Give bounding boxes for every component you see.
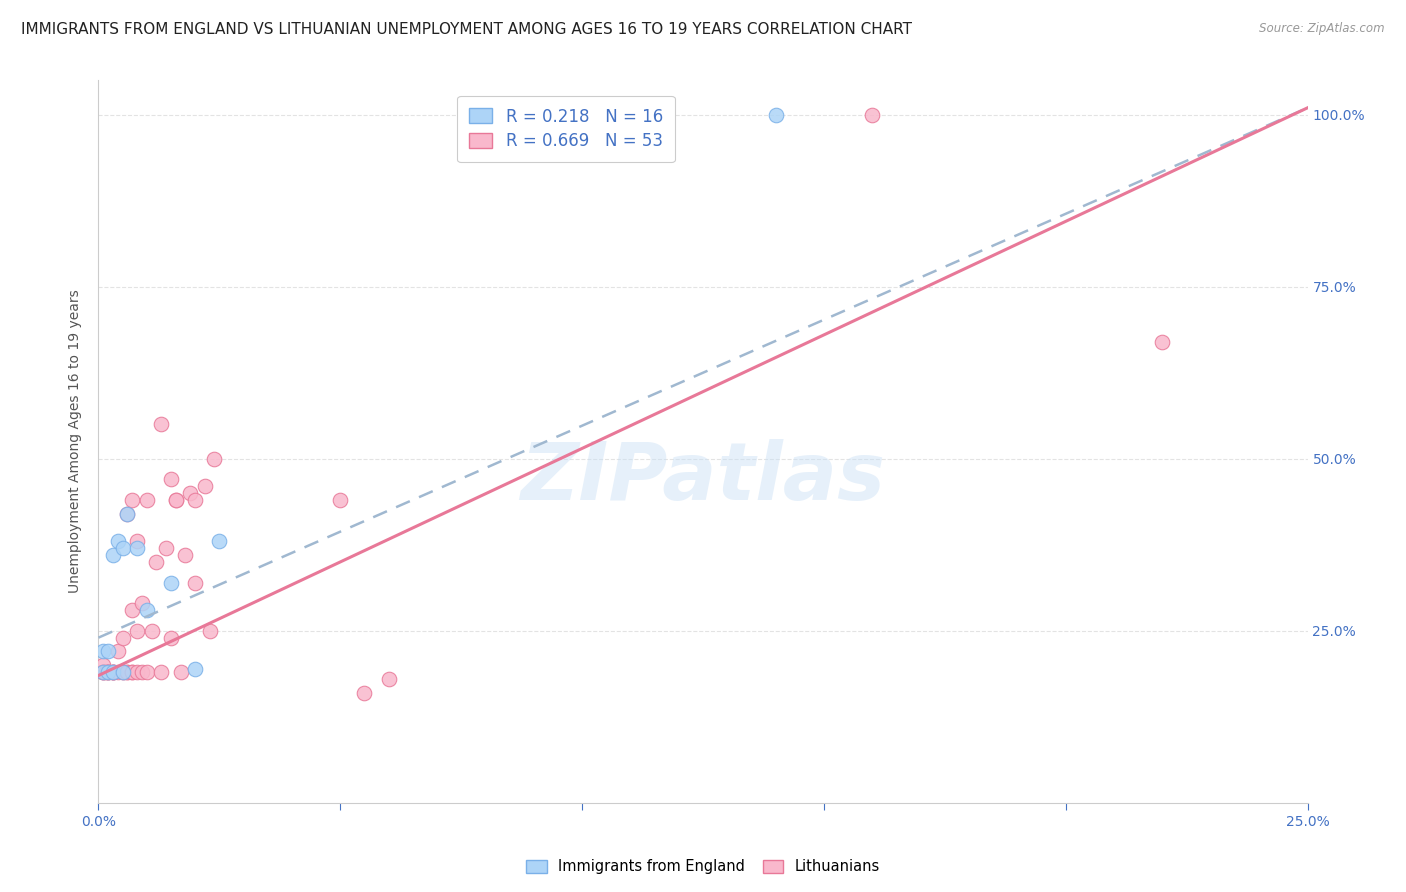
Legend: R = 0.218   N = 16, R = 0.669   N = 53: R = 0.218 N = 16, R = 0.669 N = 53 bbox=[457, 95, 675, 161]
Point bbox=[97, 665, 120, 679]
Point bbox=[117, 665, 139, 679]
Point bbox=[204, 451, 226, 466]
Point bbox=[121, 665, 143, 679]
Point bbox=[91, 644, 114, 658]
Point bbox=[184, 575, 207, 590]
Point bbox=[91, 665, 114, 679]
Point bbox=[127, 665, 149, 679]
Point bbox=[111, 665, 134, 679]
Point bbox=[111, 631, 134, 645]
Point bbox=[111, 665, 134, 679]
Point bbox=[107, 534, 129, 549]
Point bbox=[353, 686, 375, 700]
Point bbox=[121, 493, 143, 508]
Point bbox=[184, 493, 207, 508]
Point bbox=[111, 665, 134, 679]
Point bbox=[117, 665, 139, 679]
Point bbox=[1152, 334, 1174, 349]
Point bbox=[94, 665, 117, 679]
Point bbox=[97, 665, 120, 679]
Point bbox=[117, 507, 139, 521]
Point bbox=[101, 665, 124, 679]
Point bbox=[127, 534, 149, 549]
Point bbox=[184, 662, 207, 676]
Point bbox=[97, 644, 120, 658]
Point bbox=[91, 665, 114, 679]
Point bbox=[150, 665, 173, 679]
Point bbox=[145, 555, 167, 569]
Point bbox=[121, 665, 143, 679]
Text: ZIPatlas: ZIPatlas bbox=[520, 439, 886, 516]
Text: IMMIGRANTS FROM ENGLAND VS LITHUANIAN UNEMPLOYMENT AMONG AGES 16 TO 19 YEARS COR: IMMIGRANTS FROM ENGLAND VS LITHUANIAN UN… bbox=[21, 22, 912, 37]
Point bbox=[131, 596, 153, 610]
Point bbox=[155, 541, 177, 556]
Point bbox=[97, 665, 120, 679]
Point bbox=[135, 493, 157, 508]
Point bbox=[165, 493, 187, 508]
Point bbox=[101, 665, 124, 679]
Point bbox=[329, 493, 352, 508]
Point bbox=[160, 472, 183, 486]
Point bbox=[107, 644, 129, 658]
Point bbox=[107, 665, 129, 679]
Point bbox=[117, 507, 139, 521]
Point bbox=[127, 624, 149, 638]
Point bbox=[91, 658, 114, 673]
Point bbox=[121, 603, 143, 617]
Point bbox=[101, 665, 124, 679]
Point bbox=[194, 479, 217, 493]
Point bbox=[765, 108, 787, 122]
Point bbox=[101, 548, 124, 562]
Point bbox=[150, 417, 173, 432]
Point bbox=[860, 108, 883, 122]
Point bbox=[377, 672, 399, 686]
Point bbox=[135, 665, 157, 679]
Point bbox=[174, 548, 197, 562]
Point bbox=[198, 624, 221, 638]
Legend: Immigrants from England, Lithuanians: Immigrants from England, Lithuanians bbox=[520, 854, 886, 880]
Point bbox=[165, 493, 187, 508]
Point bbox=[101, 665, 124, 679]
Point bbox=[141, 624, 163, 638]
Text: Source: ZipAtlas.com: Source: ZipAtlas.com bbox=[1260, 22, 1385, 36]
Point bbox=[91, 665, 114, 679]
Point bbox=[91, 665, 114, 679]
Point bbox=[160, 631, 183, 645]
Y-axis label: Unemployment Among Ages 16 to 19 years: Unemployment Among Ages 16 to 19 years bbox=[69, 290, 83, 593]
Point bbox=[127, 541, 149, 556]
Point bbox=[208, 534, 231, 549]
Point bbox=[131, 665, 153, 679]
Point bbox=[179, 486, 201, 500]
Point bbox=[101, 665, 124, 679]
Point bbox=[169, 665, 191, 679]
Point bbox=[160, 575, 183, 590]
Point bbox=[135, 603, 157, 617]
Point bbox=[111, 541, 134, 556]
Point bbox=[97, 665, 120, 679]
